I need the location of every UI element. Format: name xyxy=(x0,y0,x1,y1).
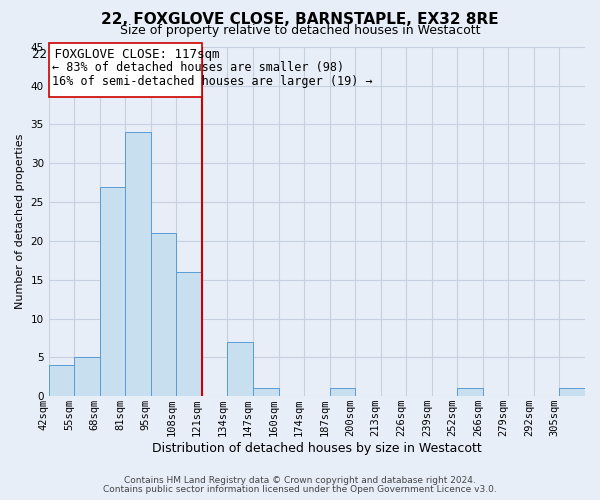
Y-axis label: Number of detached properties: Number of detached properties xyxy=(15,134,25,309)
Bar xyxy=(329,388,355,396)
Bar xyxy=(49,365,74,396)
Bar xyxy=(457,388,483,396)
Bar xyxy=(253,388,278,396)
Bar xyxy=(100,186,125,396)
Bar xyxy=(176,272,202,396)
Text: Contains HM Land Registry data © Crown copyright and database right 2024.: Contains HM Land Registry data © Crown c… xyxy=(124,476,476,485)
Text: 22 FOXGLOVE CLOSE: 117sqm: 22 FOXGLOVE CLOSE: 117sqm xyxy=(32,48,219,62)
Text: ← 83% of detached houses are smaller (98): ← 83% of detached houses are smaller (98… xyxy=(52,61,344,74)
Bar xyxy=(125,132,151,396)
Bar xyxy=(151,233,176,396)
Bar xyxy=(74,358,100,396)
Text: Contains public sector information licensed under the Open Government Licence v3: Contains public sector information licen… xyxy=(103,485,497,494)
Text: 22, FOXGLOVE CLOSE, BARNSTAPLE, EX32 8RE: 22, FOXGLOVE CLOSE, BARNSTAPLE, EX32 8RE xyxy=(101,12,499,28)
Bar xyxy=(559,388,585,396)
Bar xyxy=(49,43,202,97)
Text: 16% of semi-detached houses are larger (19) →: 16% of semi-detached houses are larger (… xyxy=(52,74,373,88)
Text: Size of property relative to detached houses in Westacott: Size of property relative to detached ho… xyxy=(120,24,480,37)
Bar xyxy=(227,342,253,396)
X-axis label: Distribution of detached houses by size in Westacott: Distribution of detached houses by size … xyxy=(152,442,482,455)
